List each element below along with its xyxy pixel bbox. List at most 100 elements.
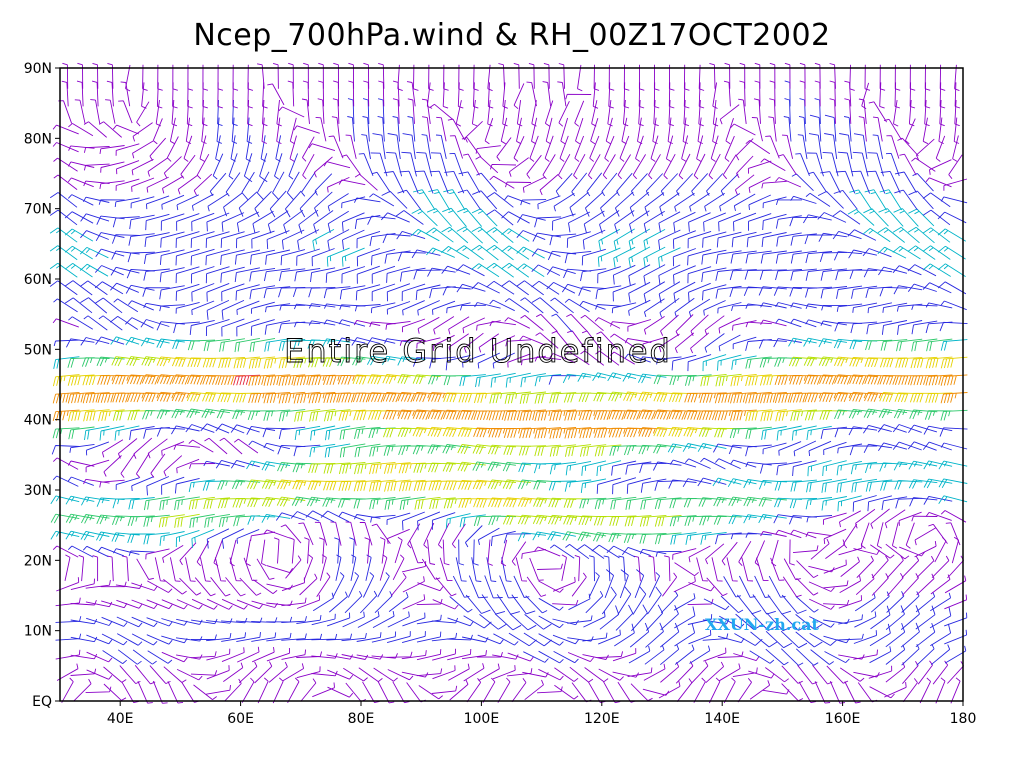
wind-barb <box>159 249 185 265</box>
wind-barb <box>513 62 520 89</box>
wind-barb <box>552 634 579 645</box>
wind-barb <box>940 409 968 421</box>
wind-barb <box>613 246 636 268</box>
wind-barb <box>662 572 678 597</box>
wind-barb <box>573 153 586 180</box>
wind-barb <box>371 171 391 193</box>
wind-barb <box>693 677 706 703</box>
wind-barb <box>417 316 440 334</box>
wind-barb <box>584 191 604 217</box>
wind-barb <box>687 230 712 249</box>
wind-barb <box>266 565 293 574</box>
wind-barb <box>627 319 652 332</box>
wind-barb <box>865 339 893 351</box>
wind-barb <box>822 151 839 177</box>
wind-barb <box>473 539 479 566</box>
wind-barb <box>443 392 471 403</box>
wind-barb <box>337 498 366 508</box>
wind-barb <box>611 302 637 314</box>
lon-tick-label: 100E <box>464 711 500 727</box>
wind-barb <box>490 372 516 388</box>
wind-barb <box>643 663 666 681</box>
wind-barb <box>449 135 464 159</box>
wind-barb <box>409 540 424 564</box>
wind-barb <box>765 630 793 649</box>
wind-barb <box>672 230 696 249</box>
wind-barb <box>614 191 634 217</box>
wind-barb <box>156 409 185 419</box>
wind-barb <box>246 460 276 470</box>
wind-barb <box>708 153 721 180</box>
wind-barb <box>519 335 546 346</box>
wind-barb <box>310 267 336 283</box>
lon-tick-label: 120E <box>584 711 620 727</box>
wind-barb <box>885 543 910 560</box>
wind-barb <box>136 558 155 580</box>
wind-barb <box>853 133 868 160</box>
wind-barb <box>745 444 772 457</box>
wind-barb <box>574 100 585 127</box>
wind-barb <box>593 64 600 91</box>
wind-barb <box>159 531 185 546</box>
wind-barb <box>683 99 690 127</box>
wind-barb <box>760 531 787 537</box>
wind-barb <box>549 353 576 364</box>
wind-barb <box>809 633 838 646</box>
wind-barb <box>412 189 436 211</box>
wind-barb <box>92 555 99 582</box>
wind-barb <box>790 529 817 539</box>
wind-barb <box>296 615 322 624</box>
wind-barb <box>719 104 740 125</box>
wind-barb <box>176 668 203 681</box>
wind-barb <box>669 515 697 527</box>
wind-barb <box>535 313 558 332</box>
wind-barb <box>865 286 893 299</box>
wind-barb <box>323 392 351 404</box>
wind-barb <box>549 233 577 246</box>
wind-barb <box>684 515 712 527</box>
wind-barb <box>838 543 863 556</box>
wind-barb <box>577 372 607 382</box>
lat-tick-label: 90N <box>24 61 52 77</box>
wind-barb <box>523 632 552 647</box>
wind-barb <box>370 514 396 523</box>
wind-barb <box>673 593 696 611</box>
wind-barb <box>597 651 624 659</box>
wind-barb <box>336 337 366 347</box>
wind-barb <box>833 338 863 349</box>
wind-barb <box>719 193 741 212</box>
wind-barb <box>729 287 757 298</box>
wind-barb <box>795 614 823 630</box>
wind-barb <box>326 247 350 267</box>
wind-barb <box>502 99 508 127</box>
wind-barb <box>205 231 230 248</box>
wind-barb <box>386 651 413 658</box>
wind-barb <box>574 135 585 162</box>
wind-barb <box>629 191 649 217</box>
wind-barb <box>448 333 469 353</box>
wind-barb <box>670 532 697 545</box>
wind-barb <box>372 611 395 628</box>
wind-barb <box>603 555 611 582</box>
wind-barb <box>738 98 747 124</box>
map-title: Ncep_700hPa.wind & RH_00Z17OCT2002 <box>193 18 831 53</box>
wind-barb <box>278 391 306 404</box>
wind-barb <box>412 444 441 455</box>
wind-barb <box>519 409 547 422</box>
wind-barb <box>325 266 351 283</box>
wind-barb <box>631 604 648 632</box>
wind-barb <box>775 215 802 229</box>
wind-barb <box>838 654 865 660</box>
wind-barb <box>559 135 569 162</box>
wind-barb <box>710 135 719 162</box>
wind-barb <box>288 62 294 89</box>
wind-barb <box>767 594 792 615</box>
wind-barb <box>213 540 223 567</box>
wind-barb <box>775 199 802 206</box>
wind-barb <box>734 633 763 646</box>
wind-barb <box>673 265 696 285</box>
wind-barb <box>385 320 411 330</box>
wind-barb <box>312 682 335 698</box>
wind-barb <box>773 286 802 296</box>
wind-barb <box>929 606 952 629</box>
